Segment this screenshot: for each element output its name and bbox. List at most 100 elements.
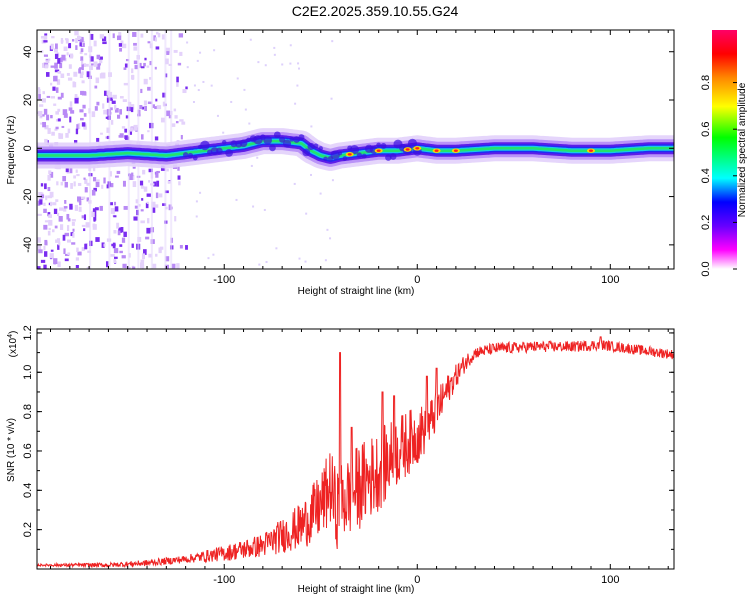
noise-speck — [54, 53, 59, 60]
noise-speck — [93, 187, 97, 192]
noise-speck — [79, 72, 84, 79]
noise-speck — [37, 266, 41, 269]
noise-speck — [68, 107, 73, 111]
noise-speck — [165, 58, 169, 65]
noise-speck — [148, 168, 153, 173]
noise-speck — [139, 262, 144, 269]
noise-speck — [275, 247, 278, 250]
noise-speck — [143, 62, 146, 67]
ridge-blob — [239, 139, 248, 148]
noise-speck — [174, 216, 177, 222]
noise-speck — [94, 207, 99, 211]
noise-speck — [96, 137, 100, 142]
noise-speck — [72, 228, 75, 232]
noise-speck — [331, 179, 334, 182]
noise-speck — [212, 253, 215, 256]
noise-speck — [326, 228, 329, 231]
noise-speck — [168, 63, 172, 66]
noise-speck — [109, 107, 113, 111]
y-tick-label: -40 — [22, 237, 34, 253]
noise-speck — [123, 82, 129, 86]
noise-speck — [103, 177, 106, 184]
noise-speck — [38, 94, 41, 100]
noise-speck — [178, 33, 184, 38]
noise-speck — [95, 77, 100, 84]
noise-speck — [93, 40, 97, 47]
noise-speck — [154, 204, 159, 208]
noise-speck — [146, 193, 151, 197]
noise-speck — [53, 208, 58, 215]
noise-speck — [47, 174, 51, 181]
noise-speck — [122, 43, 127, 49]
noise-speck — [80, 48, 84, 53]
noise-speck — [166, 168, 169, 172]
noise-speck — [122, 180, 126, 187]
noise-speck — [53, 103, 57, 106]
noise-speck — [42, 91, 45, 95]
noise-speck — [213, 49, 216, 52]
noise-speck — [65, 133, 69, 138]
noise-speck — [37, 213, 42, 216]
noise-speck — [116, 222, 120, 229]
noise-speck — [162, 92, 166, 98]
noise-speck — [140, 88, 143, 94]
noise-speck — [199, 51, 202, 54]
colorbar-ticks: 0.0 0.2 0.4 0.6 0.8 — [700, 75, 737, 277]
noise-speck — [103, 90, 108, 96]
noise-speck — [72, 233, 75, 238]
noise-speck — [132, 181, 137, 188]
noise-speck — [62, 234, 66, 241]
noise-speck — [248, 122, 251, 125]
noise-speck — [145, 236, 150, 240]
snr-scale-suffix: ) — [8, 331, 19, 334]
noise-speck — [54, 69, 60, 73]
noise-speck — [304, 260, 307, 263]
noise-speck — [124, 266, 129, 269]
noise-speck — [60, 40, 64, 43]
ridge-blob — [293, 136, 300, 143]
noise-speck — [50, 65, 55, 68]
y-tick-label: 1.0 — [22, 365, 34, 380]
noise-speck — [119, 109, 122, 115]
noise-speck — [114, 256, 118, 259]
noise-speck — [73, 181, 76, 187]
noise-speck — [273, 46, 276, 49]
y-tick-label: 0.8 — [22, 404, 34, 419]
noise-speck — [44, 125, 49, 130]
noise-speck — [43, 108, 48, 115]
noise-speck — [77, 36, 80, 41]
snr-frame — [36, 328, 675, 570]
noise-speck — [77, 196, 81, 202]
noise-speck — [57, 261, 61, 268]
ridge-blob — [187, 152, 194, 159]
noise-speck — [140, 134, 144, 140]
noise-speck — [103, 243, 106, 247]
noise-speck — [67, 252, 71, 256]
noise-speck — [96, 63, 101, 70]
noise-speck — [177, 62, 182, 66]
noise-speck — [116, 114, 121, 119]
ridge-blob — [338, 151, 343, 156]
noise-speck — [148, 180, 151, 183]
noise-speck — [116, 170, 121, 174]
noise-speck — [45, 60, 50, 64]
noise-speck — [92, 166, 96, 172]
noise-speck — [57, 57, 61, 64]
noise-speck — [69, 53, 74, 59]
noise-speck — [79, 200, 82, 206]
noise-speck — [199, 191, 202, 194]
noise-speck — [48, 219, 53, 226]
noise-speck — [62, 176, 67, 182]
noise-speck — [38, 195, 43, 201]
noise-speck — [54, 128, 58, 131]
noise-speck — [118, 227, 123, 233]
x-tick-label: 0 — [414, 574, 420, 586]
noise-speck — [273, 53, 276, 56]
noise-speck — [82, 104, 86, 109]
noise-speck — [210, 84, 213, 87]
noise-speck — [123, 205, 128, 210]
noise-speck — [74, 30, 79, 36]
noise-speck — [61, 125, 65, 128]
noise-speck — [252, 205, 255, 208]
colorbar-tick-label: 0.8 — [700, 75, 712, 90]
